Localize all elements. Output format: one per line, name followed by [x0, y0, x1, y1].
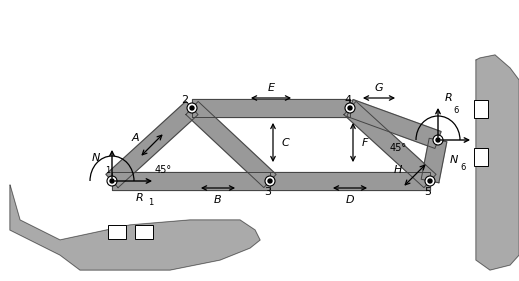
Text: A: A — [131, 133, 139, 143]
Text: 6: 6 — [460, 163, 466, 172]
Polygon shape — [192, 99, 350, 117]
Polygon shape — [112, 172, 270, 190]
Circle shape — [436, 138, 440, 142]
Polygon shape — [186, 101, 276, 188]
Text: D: D — [346, 195, 354, 205]
Circle shape — [268, 179, 272, 183]
Bar — [474, 148, 488, 166]
Text: F: F — [362, 138, 368, 148]
Text: 3: 3 — [265, 187, 271, 197]
Text: 4: 4 — [345, 95, 351, 105]
Bar — [108, 225, 126, 239]
Text: 6: 6 — [453, 106, 458, 115]
Polygon shape — [476, 55, 519, 270]
Text: 45°: 45° — [155, 165, 172, 175]
Text: 1: 1 — [148, 198, 153, 207]
Polygon shape — [421, 138, 447, 183]
Text: R: R — [136, 193, 144, 203]
Circle shape — [110, 179, 114, 183]
Polygon shape — [10, 185, 260, 270]
Circle shape — [428, 179, 432, 183]
Text: N: N — [450, 155, 458, 165]
Circle shape — [433, 135, 443, 145]
Polygon shape — [270, 172, 430, 190]
Text: 45°: 45° — [390, 143, 407, 153]
Circle shape — [265, 176, 275, 186]
Polygon shape — [344, 101, 436, 188]
Text: R: R — [445, 93, 453, 103]
Text: G: G — [375, 83, 384, 93]
Circle shape — [425, 176, 435, 186]
Circle shape — [345, 103, 355, 113]
Polygon shape — [106, 101, 198, 188]
Text: 1: 1 — [105, 166, 110, 175]
Text: 2: 2 — [182, 95, 188, 105]
Bar — [135, 225, 153, 239]
Circle shape — [190, 106, 194, 110]
Circle shape — [107, 176, 117, 186]
Bar — [474, 100, 488, 118]
Text: C: C — [282, 138, 290, 148]
Circle shape — [348, 106, 352, 110]
Text: E: E — [267, 83, 275, 93]
Text: H: H — [394, 165, 402, 175]
Text: N: N — [92, 153, 100, 163]
Text: 5: 5 — [425, 187, 431, 197]
Text: B: B — [214, 195, 222, 205]
Circle shape — [187, 103, 197, 113]
Polygon shape — [347, 99, 441, 148]
